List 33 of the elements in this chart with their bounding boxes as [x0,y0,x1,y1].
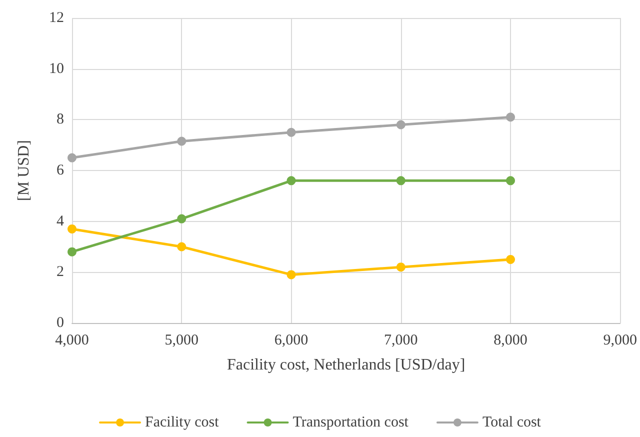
point [396,176,406,186]
point [68,247,76,256]
x-tick-label: 6,000 [274,332,308,348]
point [177,242,186,252]
y-tick-label: 0 [56,315,64,331]
x-tick-label: 5,000 [164,332,198,348]
legend-label: Facility cost [145,414,220,430]
y-tick-label: 12 [49,10,64,26]
point [286,128,296,137]
point [177,214,186,224]
y-tick-label: 6 [56,162,64,178]
point [506,254,515,264]
point [396,262,406,272]
y-tick-label: 2 [56,264,64,280]
point [286,176,296,186]
y-axis-title: [M USD] [16,140,32,201]
x-tick-label: 7,000 [384,332,418,348]
point [68,153,76,162]
x-tick-label: 9,000 [603,332,637,348]
y-tick-label: 4 [56,213,64,230]
y-tick-label: 8 [56,112,64,128]
point [68,224,76,234]
point [286,270,296,280]
y-tick-label: 10 [49,60,64,77]
point [506,112,515,122]
legend-label: Total cost [482,414,542,430]
point [177,136,186,146]
x-axis-title: Facility cost, Netherlands [USD/day] [226,356,466,374]
point [396,120,406,130]
point [506,176,515,186]
x-tick-label: 4,000 [55,332,89,348]
legend-label: Transportation cost [292,414,410,430]
x-tick-label: 8,000 [494,332,528,348]
